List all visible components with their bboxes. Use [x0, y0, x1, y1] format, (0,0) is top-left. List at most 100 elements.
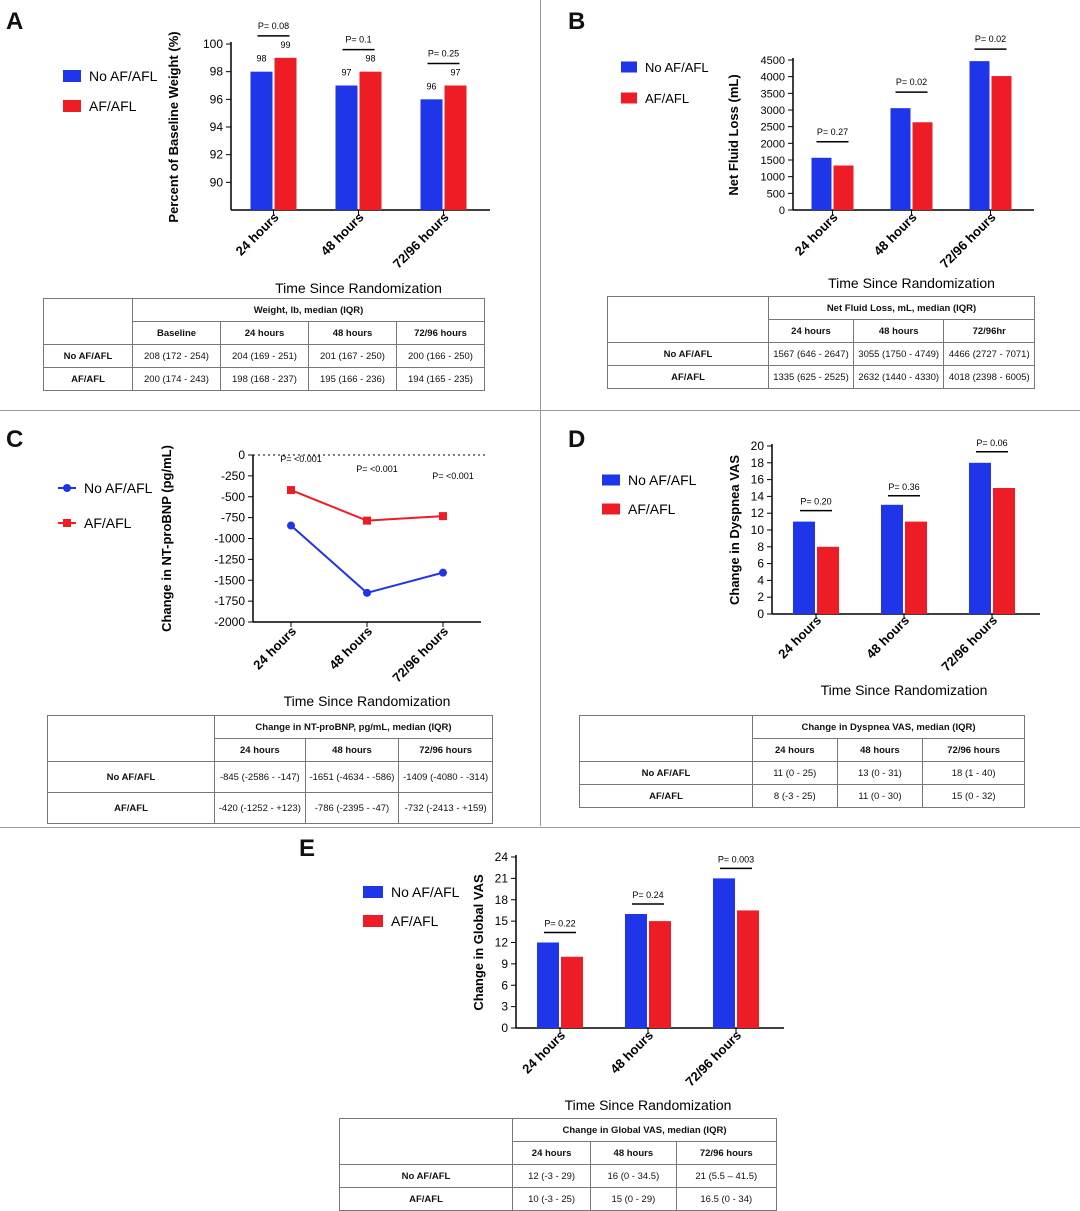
- y-tick-label: 20: [751, 439, 765, 453]
- p-value-label: P= 0.1: [345, 35, 371, 45]
- legend-swatch: [621, 61, 637, 73]
- table-cell: 16.5 (0 - 34): [675, 1187, 778, 1211]
- table-cell: 200 (174 - 243): [132, 367, 221, 391]
- p-value-label: P= 0.02: [975, 34, 1006, 44]
- y-tick-label: -1250: [214, 552, 245, 566]
- legend-label: AF/AFL: [84, 515, 132, 531]
- x-tick-label: 48 hours: [326, 624, 375, 673]
- y-tick-label: 18: [751, 456, 765, 470]
- p-value-label: P= 0.25: [428, 49, 459, 59]
- bar-af: [444, 85, 467, 210]
- y-tick-label: 4000: [761, 72, 785, 84]
- y-tick-label: -2000: [214, 615, 245, 629]
- legend-swatch: [602, 503, 620, 515]
- row-label: AF/AFL: [579, 784, 753, 808]
- row-label: No AF/AFL: [43, 344, 133, 368]
- bar-no-af: [250, 71, 273, 211]
- row-label: No AF/AFL: [47, 761, 215, 793]
- table-row: No AF/AFL 208 (172 - 254) 204 (169 - 251…: [43, 344, 485, 368]
- bar-af: [991, 76, 1012, 210]
- y-tick-label: 14: [751, 489, 765, 503]
- bar-af: [833, 165, 854, 210]
- table-header: 72/96 hours: [396, 321, 485, 345]
- chart-c: 0 -250 -500 -750 -1000 -1250 -1500 -1750 -2000 24…: [58, 445, 486, 709]
- legend-label: AF/AFL: [391, 913, 439, 929]
- table-header: 48 hours: [304, 738, 400, 762]
- bar-no-af: [881, 504, 903, 614]
- table-cell: 3055 (1750 - 4749): [852, 342, 945, 366]
- legend-label: AF/AFL: [89, 98, 137, 114]
- table-cell: 16 (0 - 34.5): [590, 1164, 677, 1188]
- x-tick-label: 24 hours: [775, 613, 824, 662]
- x-axis-title: Time Since Randomization: [275, 280, 442, 296]
- x-axis-title: Time Since Randomization: [565, 1097, 732, 1113]
- table-cell: 201 (167 - 250): [308, 344, 397, 368]
- bar-no-af: [969, 61, 990, 211]
- bar-af: [359, 71, 382, 211]
- x-tick-label: 24 hours: [233, 210, 282, 259]
- table-row: AF/AFL -420 (-1252 - +123) -786 (-2395 -…: [47, 792, 493, 824]
- y-tick-label: 6: [757, 557, 764, 571]
- y-tick-label: 10: [751, 523, 765, 537]
- table-header: 48 hours: [836, 738, 924, 762]
- bar-no-af: [811, 157, 832, 210]
- data-point-af: [363, 516, 371, 525]
- table-cell: 18 (1 - 40): [922, 761, 1025, 785]
- x-tick-label: 72/96 hours: [938, 613, 1000, 675]
- table-header: 72/96 hours: [675, 1141, 778, 1165]
- panel-b: B 0 500 1000 1500 2000 2500 3000 3500 4000 4500 24…: [541, 0, 1080, 409]
- data-point-no-af: [363, 588, 371, 597]
- table-cell: 13 (0 - 31): [836, 761, 924, 785]
- legend-swatch: [363, 915, 383, 927]
- x-tick-label: 72/96 hours: [937, 210, 999, 272]
- table-cell: 194 (165 - 235): [396, 367, 485, 391]
- x-tick-label: 24 hours: [519, 1028, 568, 1077]
- row-label: No AF/AFL: [339, 1164, 513, 1188]
- legend-marker: [63, 484, 71, 492]
- x-axis-title: Time Since Randomization: [284, 693, 451, 709]
- legend-label: No AF/AFL: [391, 884, 460, 900]
- legend-swatch: [63, 100, 81, 112]
- table-cell: -420 (-1252 - +123): [214, 792, 306, 824]
- legend-label: No AF/AFL: [645, 60, 709, 75]
- y-tick-label: 12: [495, 936, 509, 950]
- table-row: AF/AFL 200 (174 - 243) 198 (168 - 237) 1…: [43, 367, 485, 391]
- bar-no-af: [969, 462, 991, 614]
- bar-af: [737, 910, 759, 1028]
- bar-af: [274, 57, 297, 211]
- panel-letter: B: [568, 8, 586, 35]
- series-line-no-af: [290, 524, 444, 594]
- y-tick-label: 24: [495, 850, 509, 864]
- table-cell: 10 (-3 - 25): [511, 1187, 592, 1211]
- y-axis-title: Net Fluid Loss (mL): [726, 74, 741, 195]
- bar-no-af: [713, 878, 735, 1028]
- x-tick-label: 48 hours: [863, 613, 912, 662]
- p-value-label: P= 0.003: [718, 854, 754, 864]
- y-tick-label: 2: [757, 590, 764, 604]
- y-tick-label: 9: [501, 957, 508, 971]
- panel-letter: D: [568, 426, 586, 453]
- data-table-c: Change in NT-proBNP, pg/mL, median (IQR)…: [47, 715, 493, 824]
- table-title: Weight, lb, median (IQR): [132, 298, 485, 322]
- x-tick-label: 48 hours: [871, 210, 920, 259]
- x-tick-label: 72/96 hours: [390, 210, 452, 272]
- y-tick-label: 2000: [761, 138, 785, 150]
- row-label: No AF/AFL: [579, 761, 753, 785]
- y-tick-label: 1500: [761, 155, 785, 167]
- y-tick-label: -500: [221, 490, 245, 504]
- table-cell: 198 (168 - 237): [220, 367, 309, 391]
- x-tick-label: 24 hours: [792, 210, 841, 259]
- table-cell: 208 (172 - 254): [132, 344, 221, 368]
- x-tick-label: 24 hours: [250, 624, 299, 673]
- table-cell: 1567 (646 - 2647): [768, 342, 854, 366]
- y-tick-label: 94: [210, 120, 224, 134]
- series-line-af: [290, 489, 444, 522]
- chart-b: 0 500 1000 1500 2000 2500 3000 3500 4000 4500 24 h…: [621, 34, 1034, 291]
- table-row: AF/AFL 10 (-3 - 25) 15 (0 - 29) 16.5 (0 …: [339, 1187, 778, 1211]
- p-value-label: P= 0.27: [817, 127, 848, 137]
- row-label: AF/AFL: [607, 365, 769, 389]
- data-table-d: Change in Dyspnea VAS, median (IQR) 24 h…: [579, 715, 1025, 808]
- table-row: No AF/AFL 11 (0 - 25) 13 (0 - 31) 18 (1 …: [579, 761, 1025, 785]
- table-row: AF/AFL 8 (-3 - 25) 11 (0 - 30) 15 (0 - 3…: [579, 784, 1025, 808]
- y-tick-label: 21: [495, 871, 509, 885]
